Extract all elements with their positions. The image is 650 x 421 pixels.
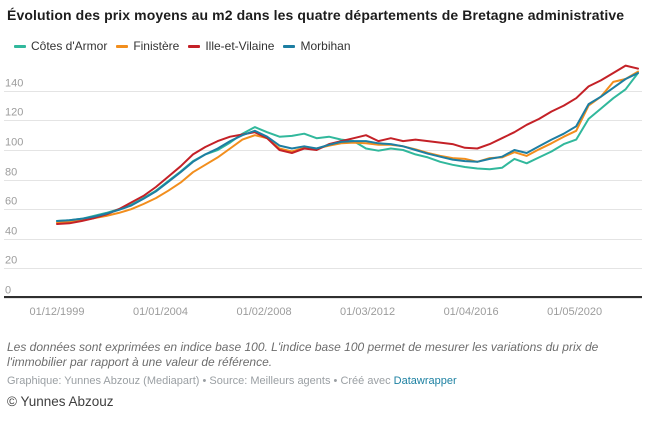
svg-text:01/02/2008: 01/02/2008 xyxy=(237,306,292,318)
datawrapper-link[interactable]: Datawrapper xyxy=(393,375,457,387)
copyright-text: © Yunnes Abzouz xyxy=(7,394,114,409)
chart-byline: Graphique: Yunnes Abzouz (Mediapart) • S… xyxy=(7,375,645,387)
legend-label: Ille-et-Vilaine xyxy=(205,39,275,53)
svg-text:01/12/1999: 01/12/1999 xyxy=(29,306,84,318)
svg-text:01/01/2004: 01/01/2004 xyxy=(133,306,188,318)
legend-label: Morbihan xyxy=(300,39,351,53)
legend-swatch-icon xyxy=(14,44,26,48)
svg-text:01/04/2016: 01/04/2016 xyxy=(444,306,499,318)
legend-item-finistere: Finistère xyxy=(116,39,179,53)
chart-legend: Côtes d'Armor Finistère Ille-et-Vilaine … xyxy=(14,39,351,53)
svg-text:20: 20 xyxy=(5,255,17,267)
byline-separator: • xyxy=(333,375,338,387)
legend-item-ille-et-vilaine: Ille-et-Vilaine xyxy=(188,39,274,53)
line-chart-svg: 0 20 40 60 80 100 120 140 01/12/1999 01/01/2004 01… xyxy=(4,64,642,318)
byline-source: Source: Meilleurs agents xyxy=(209,375,331,387)
page-title: Évolution des prix moyens au m2 dans les… xyxy=(7,7,625,23)
legend-item-cotes-darmor: Côtes d'Armor xyxy=(14,39,107,53)
legend-swatch-icon xyxy=(283,44,296,48)
svg-text:60: 60 xyxy=(5,196,17,208)
byline-graphic: Graphique: Yunnes Abzouz (Mediapart) xyxy=(7,375,200,387)
svg-text:80: 80 xyxy=(5,167,17,179)
svg-text:01/03/2012: 01/03/2012 xyxy=(340,306,395,318)
svg-text:120: 120 xyxy=(5,107,23,119)
legend-swatch-icon xyxy=(188,44,201,48)
byline-created-with: Créé avec xyxy=(340,375,391,387)
line-chart: 0 20 40 60 80 100 120 140 01/12/1999 01/01/2004 01… xyxy=(0,57,650,327)
legend-swatch-icon xyxy=(116,44,129,48)
chart-notes: Les données sont exprimées en indice bas… xyxy=(7,340,599,370)
svg-text:100: 100 xyxy=(5,137,23,149)
svg-text:0: 0 xyxy=(5,285,11,297)
svg-text:40: 40 xyxy=(5,226,17,238)
svg-text:01/05/2020: 01/05/2020 xyxy=(547,306,602,318)
legend-label: Côtes d'Armor xyxy=(31,39,108,53)
svg-text:140: 140 xyxy=(5,78,23,90)
byline-separator: • xyxy=(202,375,207,387)
legend-item-morbihan: Morbihan xyxy=(283,39,351,53)
legend-label: Finistère xyxy=(133,39,180,53)
